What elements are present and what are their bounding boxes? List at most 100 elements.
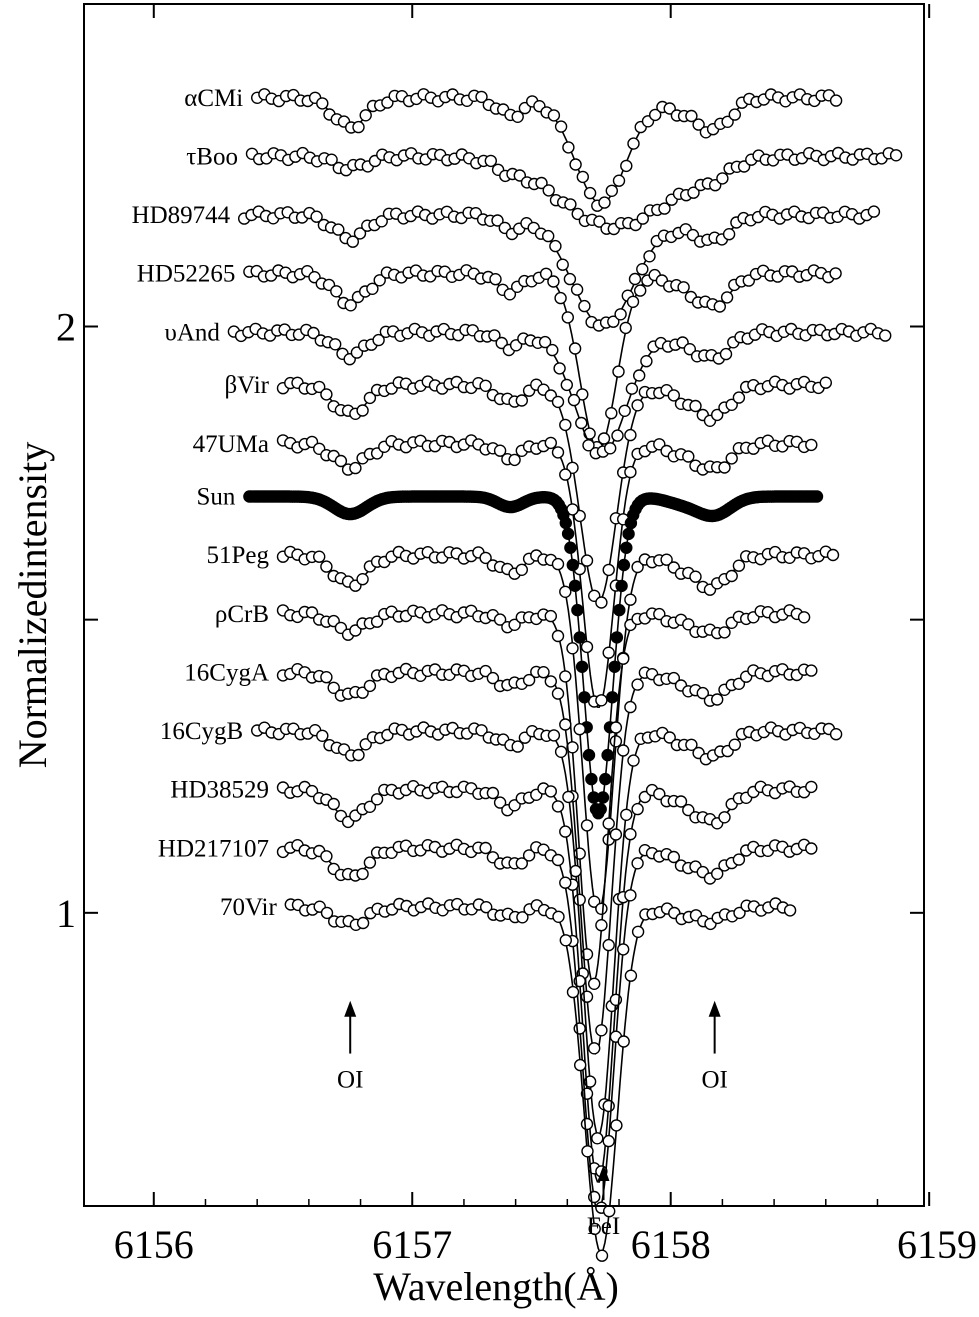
data-point	[682, 450, 695, 463]
data-point	[352, 120, 365, 134]
data-point	[575, 660, 589, 673]
data-point	[346, 235, 359, 248]
data-point	[580, 554, 594, 567]
data-point	[625, 382, 639, 395]
data-point	[366, 282, 379, 295]
series-label--crb: ρCrB	[215, 601, 269, 628]
data-point	[588, 1042, 601, 1055]
data-point	[503, 288, 517, 301]
data-point	[867, 205, 881, 218]
data-point	[682, 803, 695, 817]
data-point	[475, 724, 488, 737]
data-point	[575, 416, 588, 430]
series-label-hd38529: HD38529	[170, 777, 269, 804]
data-point	[667, 389, 680, 402]
data-point	[375, 215, 388, 228]
series-label--boo: τBoo	[186, 143, 238, 170]
data-point	[560, 378, 573, 392]
data-point	[596, 791, 610, 804]
data-point	[610, 1119, 623, 1132]
data-point	[725, 398, 738, 411]
data-point	[578, 299, 591, 313]
data-point	[551, 446, 565, 459]
data-point	[634, 284, 647, 297]
data-point	[612, 365, 625, 378]
data-point	[344, 299, 357, 312]
data-point	[559, 468, 572, 481]
data-point	[602, 938, 615, 952]
data-point	[559, 934, 572, 947]
data-point	[547, 275, 560, 288]
series-points--vir	[276, 375, 832, 609]
data-point	[636, 212, 649, 225]
data-point	[508, 453, 521, 467]
annotation-label-fei: FeI	[587, 1213, 620, 1240]
data-point	[320, 671, 333, 684]
data-point	[356, 404, 369, 417]
data-point	[733, 906, 746, 920]
data-point	[546, 343, 559, 357]
series-points-70vir	[284, 897, 797, 1262]
data-point	[594, 803, 607, 816]
data-point	[612, 174, 626, 187]
data-point	[595, 902, 608, 915]
annotation-label-oi: OI	[337, 1067, 363, 1094]
data-point	[568, 342, 582, 355]
series-points-16cygb	[251, 721, 843, 1145]
data-point	[479, 664, 492, 678]
data-point	[356, 573, 369, 586]
data-point	[580, 1117, 594, 1131]
data-point	[542, 229, 555, 243]
data-point	[624, 889, 637, 902]
data-point	[581, 1145, 594, 1158]
data-point	[562, 790, 575, 804]
data-point	[561, 311, 574, 324]
data-point	[580, 640, 594, 654]
data-point	[573, 723, 586, 736]
annotation-arrow-head	[708, 1000, 721, 1017]
series-points-hd217107	[276, 838, 818, 1214]
data-point	[711, 408, 724, 422]
data-point	[683, 343, 696, 356]
data-point	[480, 901, 493, 914]
data-point	[617, 652, 630, 665]
series-label-hd52265: HD52265	[137, 261, 236, 288]
data-point	[559, 516, 572, 530]
series-points--crb	[276, 604, 811, 990]
data-point	[595, 596, 608, 609]
data-point	[320, 560, 333, 573]
data-point	[486, 671, 500, 685]
data-point	[620, 808, 633, 821]
data-point	[310, 210, 323, 223]
data-point	[330, 285, 343, 298]
data-point	[620, 159, 633, 173]
data-point	[696, 686, 709, 700]
data-point	[567, 393, 581, 407]
data-point	[564, 198, 577, 211]
data-point	[610, 631, 624, 644]
data-point	[583, 186, 597, 200]
data-point	[320, 906, 334, 920]
data-point	[544, 675, 557, 688]
data-point	[595, 919, 608, 932]
data-point	[353, 227, 367, 240]
data-point	[685, 109, 698, 123]
data-point	[663, 731, 676, 744]
data-point	[544, 436, 557, 450]
data-point	[819, 376, 832, 389]
x-tick-label: 6158	[631, 1222, 711, 1267]
series-points-hd52265	[243, 264, 842, 454]
series-points-sun	[243, 490, 824, 820]
data-point	[711, 867, 724, 880]
data-point	[649, 108, 662, 122]
data-point	[479, 379, 492, 392]
data-point	[588, 977, 601, 990]
data-point	[562, 141, 575, 154]
y-tick-label: 1	[56, 891, 76, 936]
series-points-hd89744	[237, 205, 881, 332]
data-point	[633, 369, 646, 382]
data-point	[783, 904, 797, 917]
data-point	[640, 355, 653, 368]
data-point	[829, 267, 842, 280]
data-point	[677, 281, 690, 294]
